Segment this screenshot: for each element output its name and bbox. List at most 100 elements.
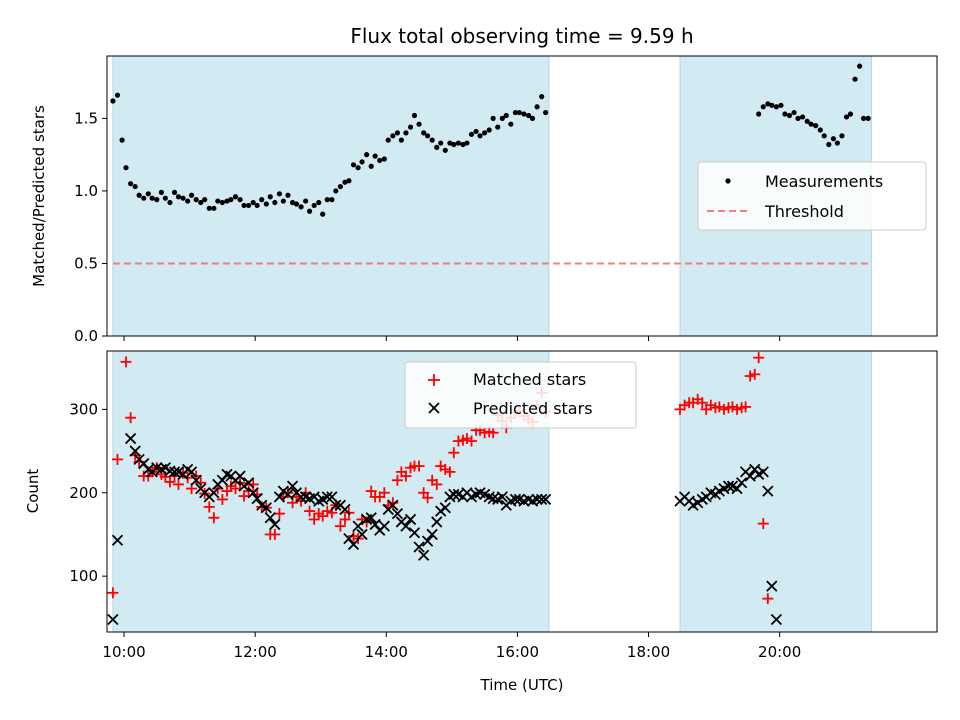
matched-star-point <box>487 427 499 439</box>
matched-star-point <box>125 412 137 424</box>
matched-star-point <box>317 510 329 522</box>
predicted-x-b <box>531 493 543 506</box>
measurement-point <box>539 94 545 100</box>
predicted-x-b <box>269 518 281 531</box>
measurement-point <box>434 144 440 150</box>
predicted-star-point <box>273 491 286 503</box>
matched-star-point <box>334 520 346 532</box>
matched-star-point <box>757 518 769 530</box>
predicted-star-point <box>391 507 404 520</box>
predicted-x-b <box>474 487 486 499</box>
predicted-x-b <box>352 520 364 532</box>
predicted-star-point <box>426 528 438 541</box>
count-panel-frame <box>106 350 938 633</box>
measurement-point <box>246 202 252 209</box>
predicted-star-point <box>321 491 333 503</box>
measurement-point <box>119 137 125 143</box>
matched-star-point <box>448 447 460 459</box>
measurement-point <box>377 157 383 164</box>
predicted-x-b <box>321 491 333 503</box>
predicted-star-point <box>111 534 124 546</box>
predicted-x-b <box>365 512 377 524</box>
measurement-point <box>114 92 121 98</box>
measurement-point <box>320 211 326 217</box>
matched-star-point <box>238 490 250 502</box>
predicted-x-b <box>439 502 451 514</box>
predicted-x-b <box>208 487 220 499</box>
measurement-point <box>185 198 191 204</box>
predicted-star-point <box>286 480 299 492</box>
ratio-panel: 0.0 0.5 1.0 1.5 Matched/Predicted stars Mea… <box>30 55 938 345</box>
measurement-point <box>202 197 208 203</box>
predicted-x-b <box>496 491 508 503</box>
measurement-point <box>132 183 138 190</box>
measurement-point <box>852 76 858 82</box>
measurement-point <box>429 137 435 143</box>
matched-star-point <box>413 460 425 472</box>
predicted-x-b <box>356 528 368 541</box>
count-panel: 100 200 300 10:00 12:00 14:00 16:00 18:00 20:00… <box>24 350 938 694</box>
predicted-star-point <box>418 549 430 561</box>
matched-star-point <box>107 587 119 599</box>
predicted-x-b <box>185 466 198 478</box>
predicted-star-point <box>347 538 360 551</box>
matched-star-point <box>304 505 316 517</box>
matched-star-point <box>400 470 412 482</box>
predicted-x-b <box>129 445 141 457</box>
predicted-star-point <box>766 580 778 592</box>
measurement-point <box>128 181 134 187</box>
legend-label-matched: Matched stars <box>473 370 586 389</box>
matched-star-point <box>422 492 434 504</box>
measurements-series <box>110 63 871 217</box>
predicted-x-b <box>539 493 552 506</box>
measurement-point <box>350 162 357 168</box>
predicted-star-point <box>413 541 425 553</box>
measurement-point <box>830 136 837 142</box>
predicted-x-b <box>339 503 351 516</box>
predicted-x-b <box>391 507 404 520</box>
predicted-x-b <box>260 502 272 514</box>
matched-star-point <box>744 370 756 382</box>
measurement-point <box>516 109 522 116</box>
measurement-point <box>316 199 322 206</box>
measurement-point <box>800 114 806 120</box>
measurement-point <box>495 124 501 130</box>
predicted-x-b <box>421 535 434 547</box>
measurement-point <box>237 197 243 203</box>
time-x-tick-label: 12:00 <box>234 643 277 661</box>
count-y-tick-label: 200 <box>69 484 98 502</box>
measurement-point <box>123 165 129 171</box>
predicted-star-point <box>536 493 548 506</box>
measurement-point <box>769 102 775 108</box>
predicted-star-point <box>234 470 246 482</box>
matched-star-point <box>444 466 456 478</box>
measurement-point <box>529 115 536 121</box>
measurement-point <box>298 204 304 210</box>
predicted-x-b <box>247 487 259 499</box>
predicted-x-b <box>705 487 717 499</box>
predicted-star-point <box>168 466 181 478</box>
predicted-x-b <box>369 518 381 531</box>
measurement-point <box>136 192 142 198</box>
measurement-point <box>477 133 483 139</box>
measurement-point <box>857 63 863 69</box>
measurement-point <box>525 112 532 119</box>
predicted-x-b <box>413 541 425 553</box>
predicted-x-b <box>404 513 417 526</box>
matched-star-point <box>269 528 281 540</box>
measurement-point <box>826 141 832 148</box>
measurement-point <box>847 111 854 117</box>
measurement-point <box>259 197 265 203</box>
predicted-star-point <box>247 487 259 499</box>
predicted-x-b <box>726 480 739 492</box>
measurement-point <box>272 199 278 206</box>
predicted-x-b <box>326 491 338 503</box>
chart-title: Flux total observing time = 9.59 h <box>350 24 693 48</box>
predicted-x-b <box>172 466 185 478</box>
measurement-point <box>188 192 195 198</box>
predicted-star-point <box>124 432 137 445</box>
time-x-axis: 10:00 12:00 14:00 16:00 18:00 20:00 <box>102 632 801 661</box>
measurement-point <box>442 147 448 153</box>
measurement-point <box>486 127 492 133</box>
predicted-star-point <box>770 613 783 626</box>
